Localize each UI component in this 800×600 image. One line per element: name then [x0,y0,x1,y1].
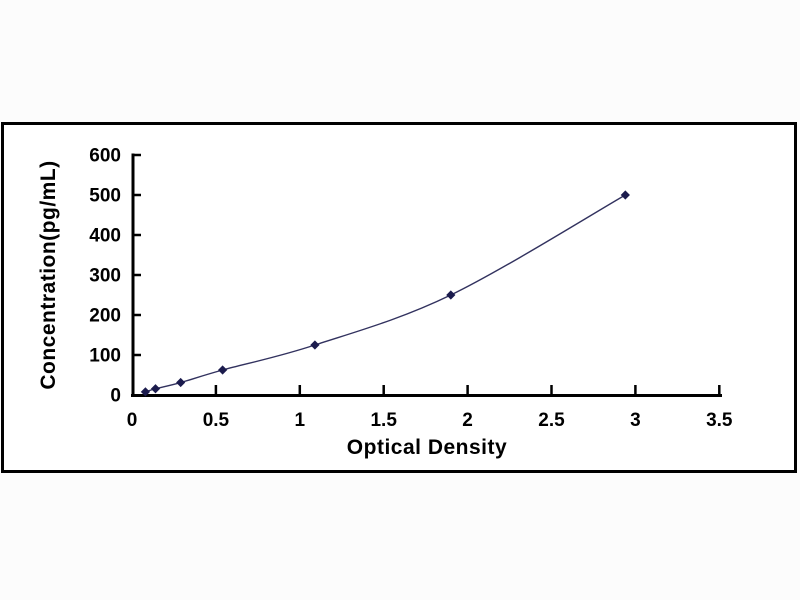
y-axis-title: Concentration(pg/mL) [37,160,60,390]
x-tick [214,385,218,394]
x-tick [382,385,385,394]
x-axis-title: Optical Density [346,436,508,459]
x-axis-line [131,394,722,397]
data-point-marker [620,190,630,200]
y-tick-label: 600 [89,146,121,167]
x-tick [298,385,302,394]
y-tick [133,153,141,157]
y-tick-label: 200 [89,306,121,327]
data-point-marker [446,290,456,300]
curve-line [145,194,626,393]
x-tick-label: 0 [127,410,138,431]
x-tick [718,385,721,394]
data-point-marker [150,384,161,394]
y-tick [133,273,141,277]
x-tick-label: 0.5 [203,410,230,431]
y-tick-label: 500 [89,186,121,207]
data-point-marker [310,340,320,350]
x-tick [550,385,553,394]
x-tick-label: 3.5 [706,410,733,431]
data-point-marker [176,377,186,388]
data-point-marker [140,387,151,397]
y-tick [133,233,141,237]
y-tick-label: 400 [89,226,121,247]
x-tick-label: 1 [295,410,306,431]
y-tick-label: 300 [89,266,121,287]
y-tick-label: 100 [89,346,121,367]
x-tick-label: 2.5 [538,410,565,431]
y-tick-label: 0 [110,386,121,407]
x-tick-label: 2 [462,410,473,431]
y-tick [133,193,141,197]
y-tick [133,353,141,357]
x-tick-label: 3 [630,410,641,431]
x-tick-label: 1.5 [370,410,397,431]
x-tick [466,385,469,394]
x-tick [634,385,637,394]
y-tick [133,313,141,317]
data-point-marker [218,365,228,375]
